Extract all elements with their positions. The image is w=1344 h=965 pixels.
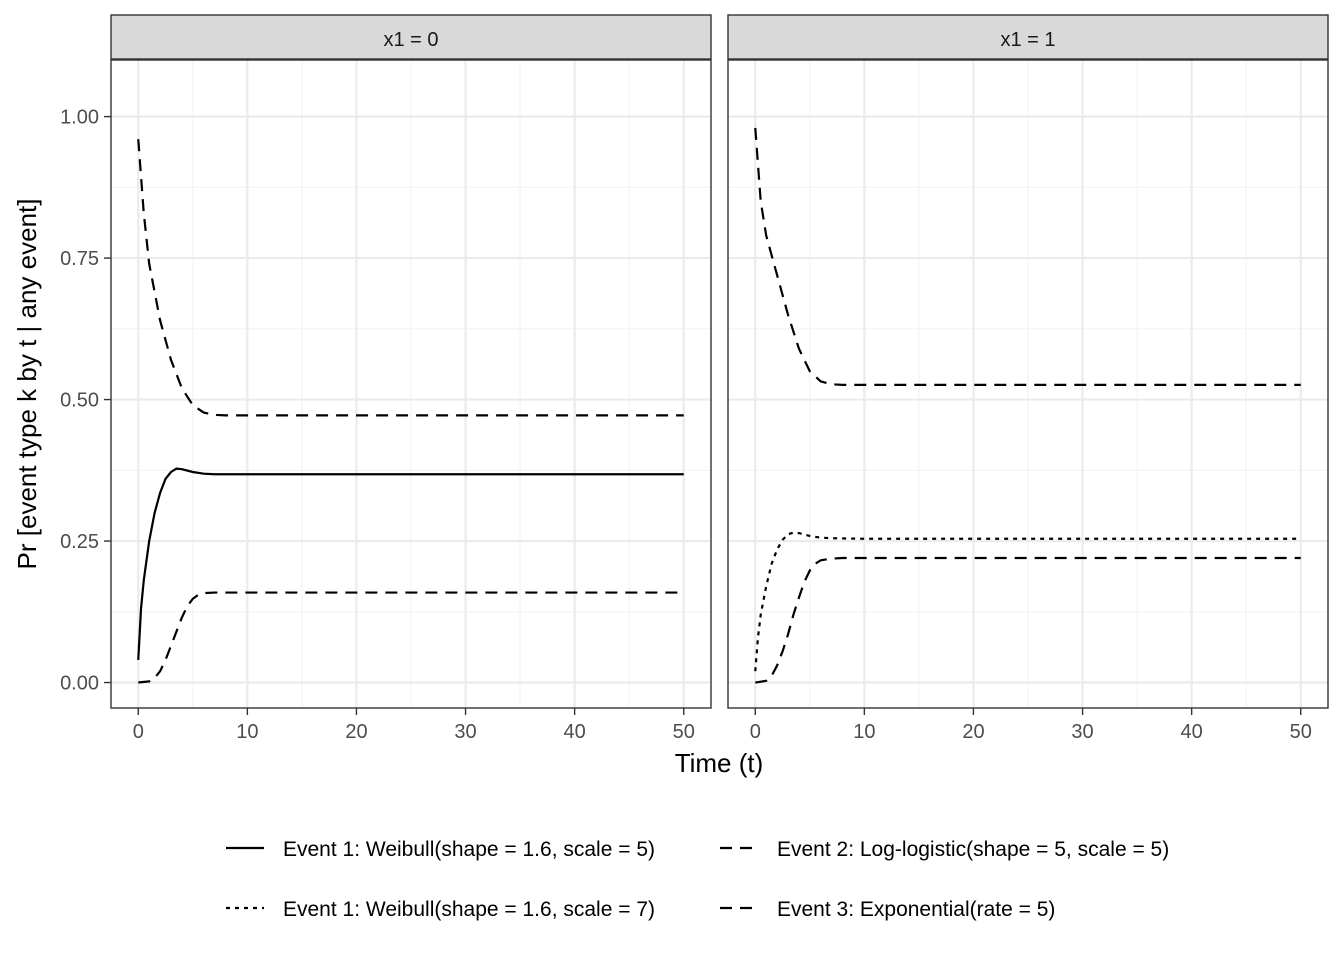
x-tick-label: 40: [564, 721, 586, 743]
y-tick-label: 0.50: [60, 390, 99, 412]
legend-item: Event 2: Log-logistic(shape = 5, scale =…: [720, 838, 1169, 861]
legend: Event 1: Weibull(shape = 1.6, scale = 5)…: [226, 838, 1169, 921]
legend-label: Event 3: Exponential(rate = 5): [777, 898, 1055, 921]
x-tick-label: 40: [1181, 721, 1203, 743]
x-tick-label: 30: [454, 721, 476, 743]
x-tick-label: 10: [853, 721, 875, 743]
y-axis-title: Pr [event type k by t | any event]: [12, 199, 42, 570]
x-tick-label: 0: [750, 721, 761, 743]
facet-strip-label: x1 = 1: [1000, 29, 1055, 51]
x-tick-label: 20: [962, 721, 984, 743]
x-axis-title: Time (t): [675, 748, 764, 778]
y-tick-label: 1.00: [60, 107, 99, 129]
x-tick-label: 30: [1071, 721, 1093, 743]
series-line: [137, 467, 684, 660]
y-tick-label: 0.00: [60, 673, 99, 695]
panel-border: [110, 59, 712, 709]
x-tick-label: 20: [345, 721, 367, 743]
panel-1: x1 = 0 0 10 20 30 40 50 0.00 0.25 0.50 0.75 1.00: [60, 14, 712, 743]
series-line: [754, 127, 1301, 386]
x-tick-label: 50: [1290, 721, 1312, 743]
series-line: [138, 591, 684, 684]
legend-label: Event 1: Weibull(shape = 1.6, scale = 7): [283, 898, 655, 921]
y-tick-label: 0.75: [60, 248, 99, 270]
panel-2: x1 = 1 0 10 20 30 40 50: [727, 14, 1329, 743]
panels-layer: x1 = 00 10 20 30 40 500.000.250.500.751.00x1 …: [60, 14, 1329, 743]
series-line: [755, 556, 1301, 684]
x-tick-label: 0: [133, 721, 144, 743]
legend-item: Event 1: Weibull(shape = 1.6, scale = 5): [226, 838, 655, 861]
facet-strip: [110, 14, 712, 60]
facet-strip: [727, 14, 1329, 60]
legend-item: Event 3: Exponential(rate = 5): [720, 898, 1055, 921]
x-tick-label: 50: [673, 721, 695, 743]
legend-label: Event 2: Log-logistic(shape = 5, scale =…: [777, 838, 1169, 861]
x-tick-label: 10: [236, 721, 258, 743]
series-line: [137, 139, 684, 417]
legend-item: Event 1: Weibull(shape = 1.6, scale = 7): [226, 898, 655, 921]
y-tick-label: 0.25: [60, 531, 99, 553]
facet-strip-label: x1 = 0: [383, 29, 438, 51]
panel-border: [727, 59, 1329, 709]
legend-label: Event 1: Weibull(shape = 1.6, scale = 5): [283, 838, 655, 861]
